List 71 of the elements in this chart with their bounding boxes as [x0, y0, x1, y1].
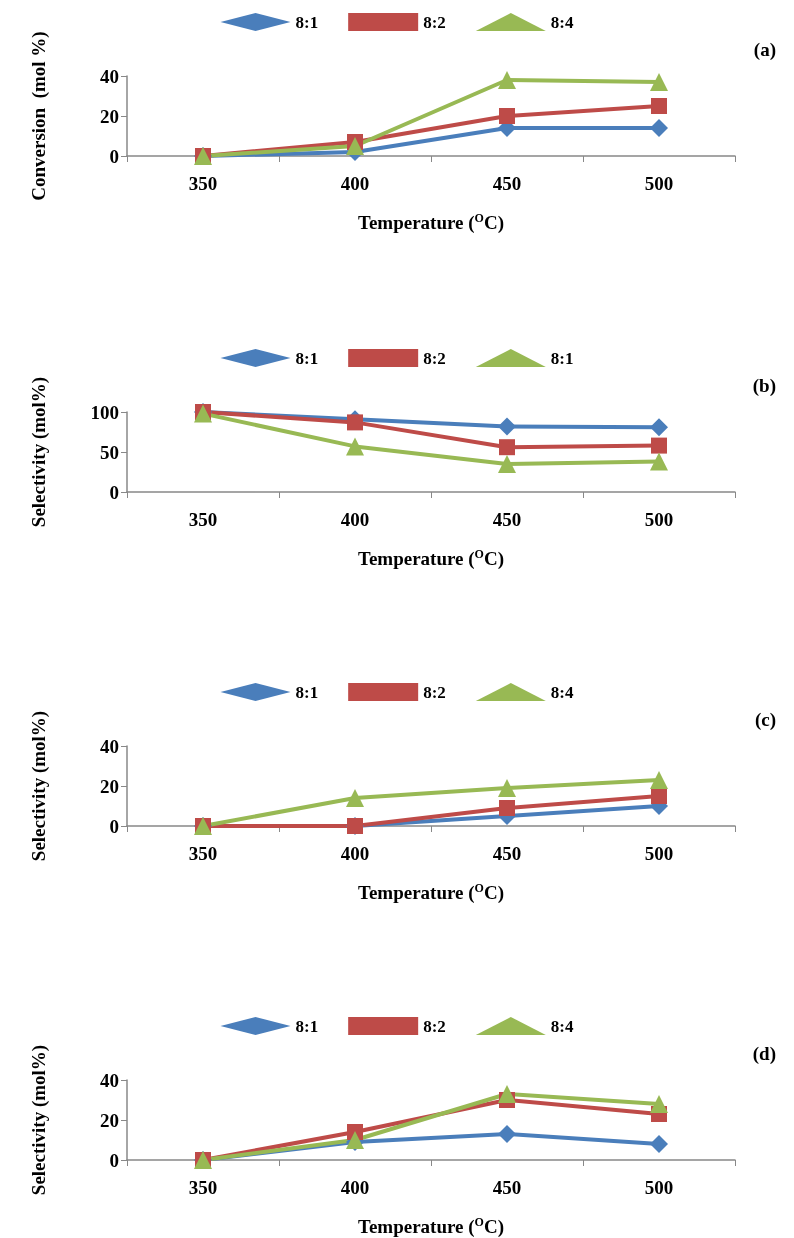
legend-label: 8:4: [550, 1016, 574, 1036]
x-tick-label: 400: [340, 509, 370, 530]
point: [499, 108, 515, 124]
point: [498, 1125, 516, 1143]
point: [650, 771, 668, 789]
y-tick-label: 20: [100, 105, 119, 127]
x-tick-label: 350: [188, 173, 218, 194]
x-tick-label: 450: [492, 173, 522, 194]
point: [498, 1085, 516, 1103]
point: [651, 788, 667, 804]
y-tick-label: 0: [109, 1149, 119, 1171]
point: [650, 418, 668, 437]
text: (a): [753, 39, 776, 61]
point: [650, 1095, 668, 1113]
y-tick-label: 50: [100, 441, 119, 463]
point: [651, 98, 667, 114]
x-tick-label: 400: [340, 1177, 370, 1198]
x-tick-label: 450: [492, 1177, 522, 1198]
x-tick-label: 350: [188, 1177, 218, 1198]
point: [346, 137, 364, 155]
point: [499, 800, 515, 816]
legend-label: 8:2: [423, 12, 446, 32]
point: [499, 439, 515, 456]
y-tick-label: 40: [100, 735, 119, 757]
legend-label: 8:1: [295, 12, 319, 32]
legend-label: 8:1: [295, 348, 319, 368]
point: [498, 71, 516, 89]
legend-label: 8:4: [550, 682, 574, 702]
point: [347, 414, 363, 431]
x-tick-label: 350: [188, 509, 218, 530]
x-tick-label: 400: [340, 173, 370, 194]
legend-label: 8:1: [295, 1016, 319, 1036]
y-tick-label: 40: [100, 65, 119, 87]
text: (d): [752, 1043, 777, 1065]
y-tick-label: 0: [109, 145, 119, 167]
point: [346, 437, 364, 456]
y-axis-title: Conversion (mol %): [27, 31, 50, 201]
x-tick-label: 500: [644, 843, 674, 864]
point: [498, 455, 516, 473]
x-tick-label: 350: [188, 843, 218, 864]
y-tick-label: 20: [100, 775, 119, 797]
y-tick-label: 0: [109, 481, 119, 503]
legend-label: 8:2: [423, 682, 446, 702]
y-axis-title: Selectivity (mol%): [27, 1044, 50, 1196]
y-tick-label: 0: [109, 815, 119, 837]
x-tick-label: 500: [644, 173, 674, 194]
text: (c): [754, 709, 777, 731]
point: [650, 452, 668, 471]
point: [498, 779, 516, 797]
point: [650, 1135, 668, 1153]
point: [650, 73, 668, 91]
point: [498, 417, 516, 436]
point: [650, 119, 668, 137]
point: [651, 437, 667, 454]
legend-label: 8:2: [423, 348, 446, 368]
point: [346, 789, 364, 807]
y-axis-title: Selectivity (mol%): [27, 376, 50, 528]
x-tick-label: 500: [644, 1177, 674, 1198]
legend-label: 8:4: [550, 12, 574, 32]
x-tick-label: 450: [492, 509, 522, 530]
y-tick-label: 40: [100, 1069, 119, 1091]
x-tick-label: 400: [340, 843, 370, 864]
y-tick-label: 20: [100, 1109, 119, 1131]
legend-label: 8:2: [423, 1016, 446, 1036]
x-tick-label: 450: [492, 843, 522, 864]
y-axis-title: Selectivity (mol%): [27, 710, 50, 862]
y-tick-label: 100: [90, 401, 119, 423]
text: (b): [752, 375, 777, 397]
legend-label: 8:1: [550, 348, 574, 368]
x-tick-label: 500: [644, 509, 674, 530]
legend-label: 8:1: [295, 682, 319, 702]
